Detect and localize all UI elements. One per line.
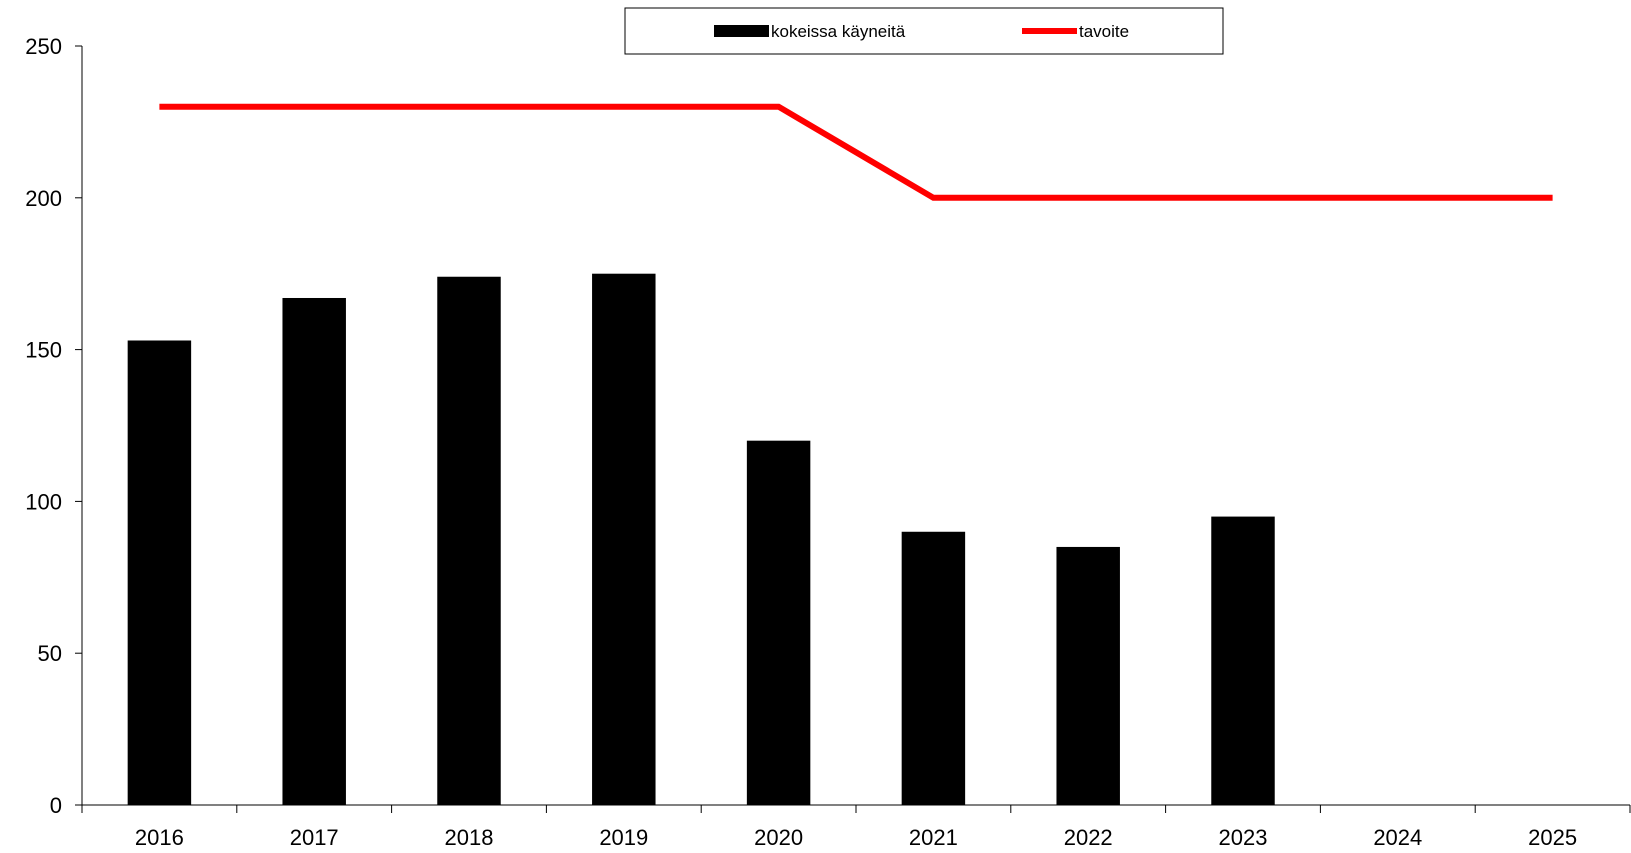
- legend: kokeissa käyneitä tavoite: [624, 7, 1224, 55]
- y-tick-label: 50: [38, 641, 62, 666]
- target-line-series: [159, 103, 1553, 201]
- bar: [592, 273, 656, 805]
- y-tick-label: 200: [25, 186, 62, 211]
- x-tick-label: 2018: [445, 825, 494, 850]
- legend-label-line: tavoite: [1079, 22, 1129, 41]
- target-line: [159, 103, 1553, 201]
- x-tick-label: 2023: [1219, 825, 1268, 850]
- x-tick-label: 2021: [909, 825, 958, 850]
- legend-label-bars: kokeissa käyneitä: [771, 22, 906, 41]
- bar: [437, 276, 501, 806]
- x-tick-label: 2025: [1528, 825, 1577, 850]
- legend-swatch-bars: [714, 25, 769, 37]
- bar: [746, 440, 811, 805]
- y-tick-label: 100: [25, 489, 62, 514]
- bar-series: [127, 273, 1275, 806]
- x-tick-label: 2022: [1064, 825, 1113, 850]
- bar: [901, 531, 966, 805]
- bar: [1056, 546, 1120, 805]
- axes: 0 50 100 150 200 250 2016 2017 2018 2019 2020 2021 2…: [25, 34, 1631, 850]
- x-tick-label: 2019: [599, 825, 648, 850]
- bar: [1211, 516, 1275, 805]
- bar: [127, 340, 192, 805]
- x-tick-label: 2020: [754, 825, 803, 850]
- y-tick-label: 150: [25, 338, 62, 363]
- x-tick-label: 2016: [135, 825, 184, 850]
- x-tick-label: 2024: [1373, 825, 1422, 850]
- x-tick-label: 2017: [290, 825, 339, 850]
- bar: [282, 297, 346, 805]
- y-tick-label: 0: [50, 793, 62, 818]
- y-tick-label: 250: [25, 34, 62, 59]
